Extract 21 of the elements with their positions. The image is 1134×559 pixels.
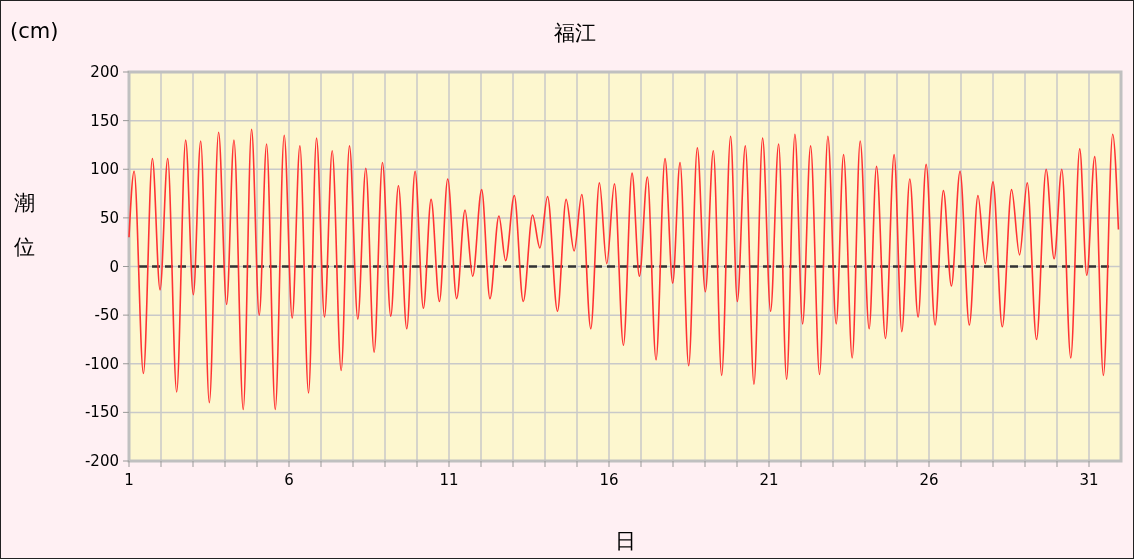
y-tick-label: 150	[90, 111, 119, 130]
y-tick-label: -200	[84, 452, 119, 470]
x-tick-label: 16	[599, 471, 619, 489]
x-tick-label: 26	[919, 471, 939, 489]
x-tick-label: 21	[759, 471, 779, 489]
y-tick-label: 0	[109, 257, 119, 276]
y-tick-label: -50	[94, 306, 119, 325]
y-axis-title: 潮位	[13, 191, 35, 259]
y-tick-label: 100	[90, 160, 119, 179]
x-tick-label: 1	[124, 471, 134, 489]
y-tick-label: -150	[84, 403, 119, 422]
x-tick-label: 6	[284, 471, 294, 489]
chart-title: 福江	[554, 21, 596, 45]
x-tick-label: 11	[439, 471, 459, 489]
y-tick-label: 200	[90, 63, 119, 81]
text: (cm)	[10, 19, 59, 43]
line-series	[128, 128, 1120, 411]
x-axis-title: 日	[614, 529, 636, 553]
y-tick-label: -100	[84, 354, 119, 373]
y-tick-label: 50	[99, 208, 119, 227]
x-tick-label: 31	[1079, 471, 1099, 489]
